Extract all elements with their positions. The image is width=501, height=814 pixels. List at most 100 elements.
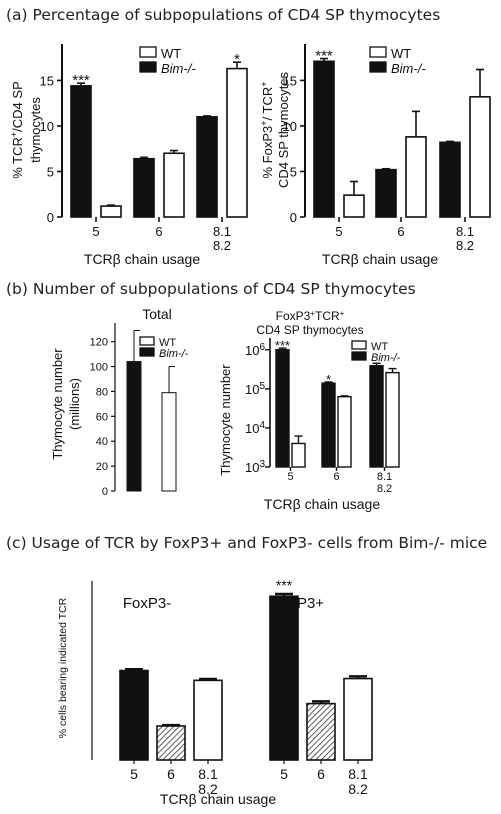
x-tick-label: 6 [333, 471, 339, 483]
y-axis-label: % FoxP3+/ TCR+ [259, 82, 275, 179]
chart-title-line2: CD4 SP thymocytes [256, 323, 363, 337]
legend-label-bim: Bim-/- [391, 61, 426, 76]
x-axis-label: TCRβ chain usage [84, 251, 200, 267]
bar-wt-8.1-8.2 [385, 371, 400, 468]
legend-swatch-bim [139, 61, 157, 73]
bar-bim-6 [133, 157, 155, 218]
x-tick-label: 6 [167, 766, 175, 782]
section-title-b: (b) Number of subpopulations of CD4 SP t… [6, 280, 416, 298]
bar-foxp3-5 [269, 595, 299, 761]
y-tick-label: 105 [245, 380, 265, 397]
legend-label-bim: Bim-/- [161, 61, 196, 76]
bar-foxp3-6 [306, 702, 336, 761]
y-axis-label: Thymocyte number [50, 348, 65, 460]
legend-label-wt: WT [161, 46, 181, 61]
y-axis-label: Thymocyte number [218, 364, 233, 476]
bar-foxp3-8.1-8.2 [193, 679, 223, 761]
y-tick-label: 100 [90, 362, 108, 374]
bar-wt-6 [337, 395, 352, 468]
y-tick-label: 0 [290, 210, 297, 225]
y-tick-label: 5 [290, 164, 297, 179]
x-tick-label: 6 [317, 766, 325, 782]
bar-foxp3-6 [156, 725, 186, 761]
bar-bim-6 [375, 168, 397, 218]
bar-bim-5 [70, 85, 92, 218]
bar-bim-6 [321, 382, 336, 468]
y-tick-label: 0 [102, 486, 108, 498]
x-axis-label: TCRβ chain usage [264, 496, 380, 512]
x-axis-label: TCRβ chain usage [322, 251, 438, 267]
bar-bim-8.1-8.2 [439, 141, 461, 218]
x-tick-label: 8.1 8.2 [213, 224, 231, 253]
x-tick-label: 6 [397, 224, 404, 239]
y-tick-label: 104 [245, 419, 265, 436]
bar-wt-5 [100, 205, 122, 218]
y-axis-label: % cells bearing indicated TCR [57, 597, 69, 738]
legend-swatch-bim [139, 347, 155, 357]
x-tick-label: 5 [92, 224, 99, 239]
x-tick-label: 8.1 8.2 [198, 766, 218, 797]
y-tick-label: 0 [47, 210, 54, 225]
y-tick-label: 15 [40, 73, 54, 88]
y-tick-label: 106 [245, 341, 265, 358]
x-tick-label: 8.1 8.2 [456, 224, 474, 253]
legend-label-bim: Bim-/- [371, 352, 401, 364]
chart-title: Total [142, 306, 172, 322]
x-axis-label: TCRβ chain usage [160, 791, 276, 807]
y-tick-label: 60 [96, 411, 108, 423]
x-tick-label: 5 [287, 471, 293, 483]
y-axis-label: % TCR+/CD4 SP [9, 81, 25, 179]
legend-swatch-wt [139, 46, 157, 58]
y-tick-label: 120 [90, 337, 108, 349]
y-tick-label: 20 [96, 461, 108, 473]
significance-marker: *** [72, 72, 90, 89]
bar-foxp3-8.1-8.2 [343, 677, 373, 761]
y-tick-label: 40 [96, 436, 108, 448]
legend-label-wt: WT [159, 337, 176, 349]
y-tick-label: 103 [245, 459, 265, 476]
legend-swatch-bim [369, 61, 387, 73]
section-title-c: (c) Usage of TCR by FoxP3+ and FoxP3- ce… [6, 534, 488, 552]
legend-swatch-bim [351, 351, 367, 361]
x-tick-label: 6 [155, 224, 162, 239]
legend-label-wt: WT [371, 341, 388, 353]
legend-label-bim: Bim-/- [159, 348, 189, 360]
legend-swatch-wt [139, 336, 155, 346]
bar-wt-5 [291, 442, 306, 468]
chart-foxp3-percentage: 0 5 10 15 5 6 8.1 8.2 *** TCRβ chain usage % FoxP3… [259, 44, 491, 267]
chart-tcr-usage-bim: % cells bearing indicated TCR FoxP3- 5 6 8.1… [57, 577, 373, 807]
bar-bim-total [126, 361, 142, 492]
legend-swatch-wt [369, 46, 387, 58]
group-label: FoxP3- [123, 595, 171, 612]
x-tick-label: 8.1 8.2 [377, 471, 392, 495]
significance-marker: * [326, 372, 331, 387]
x-tick-label: 8.1 8.2 [348, 766, 368, 797]
y-tick-label: 15 [283, 73, 297, 88]
chart-total-thymocytes: Total 0 20 40 60 80 100 120 Thymocyte number (mil… [50, 306, 189, 498]
bar-bim-5 [275, 349, 290, 468]
significance-marker: * [234, 51, 240, 68]
bar-bim-8.1-8.2 [196, 116, 218, 218]
section-title-a: (a) Percentage of subpopulations of CD4 … [6, 6, 441, 24]
y-axis-label-line2: (millions) [67, 378, 82, 430]
x-tick-label: 5 [335, 224, 342, 239]
significance-marker: *** [275, 338, 290, 353]
legend-swatch-wt [351, 340, 367, 350]
bar-bim-5 [313, 60, 335, 218]
y-tick-label: 80 [96, 386, 108, 398]
significance-marker: *** [276, 577, 293, 593]
bar-wt-6 [163, 152, 185, 218]
y-tick-label: 5 [47, 164, 54, 179]
x-tick-label: 5 [130, 766, 138, 782]
y-tick-label: 10 [283, 119, 297, 134]
bar-wt-5 [343, 194, 365, 218]
x-tick-label: 5 [280, 766, 288, 782]
bar-wt-8.1-8.2 [469, 96, 491, 218]
bar-wt-8.1-8.2 [226, 67, 248, 218]
chart-foxp3-number: FoxP3+TCR+CD4 SP thymocytes 103 104 105 106 5… [218, 309, 401, 513]
y-axis-label-line2: thymocytes [28, 97, 43, 163]
y-tick-label: 10 [40, 119, 54, 134]
chart-title: FoxP3+TCR+ [276, 309, 345, 324]
